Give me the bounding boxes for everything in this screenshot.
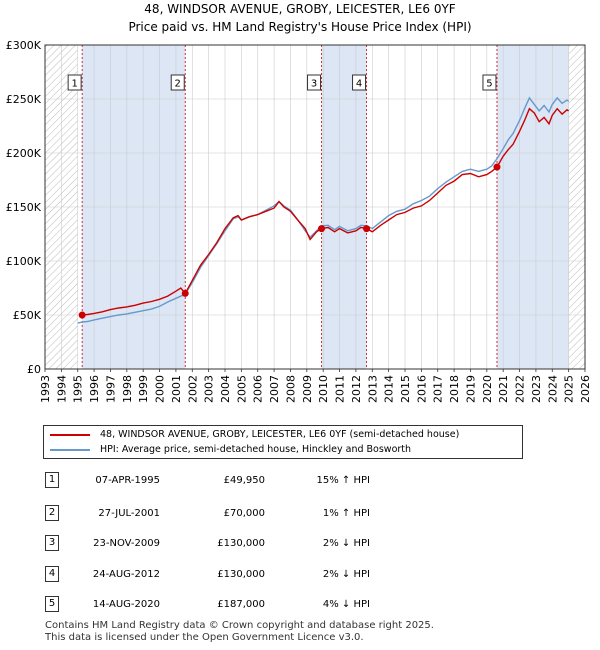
x-tick-label: 2016 <box>415 375 428 403</box>
x-tick-label: 2018 <box>448 375 461 403</box>
sale-number-box <box>170 74 185 91</box>
sale-point <box>363 225 371 233</box>
transaction-price: £70,000 <box>223 508 265 519</box>
sale-number-label: 2 <box>175 79 181 90</box>
x-tick-label: 2000 <box>154 375 167 403</box>
transaction-price: £187,000 <box>217 599 265 610</box>
transaction-hpi-diff: 1% ↑ HPI <box>322 508 370 519</box>
x-tick-label: 2023 <box>530 375 543 403</box>
x-tick-label: 2010 <box>317 375 330 403</box>
sale-point <box>78 311 86 319</box>
x-tick-label: 2026 <box>579 375 592 403</box>
transaction-date: 23-NOV-2009 <box>93 538 160 549</box>
x-tick-label: 2005 <box>235 375 248 403</box>
sale-number-box <box>307 74 322 91</box>
x-tick-label: 2019 <box>464 375 477 403</box>
property-series-line <box>82 107 569 316</box>
transaction-marker: 1 <box>45 472 59 488</box>
x-tick-label: 2013 <box>366 375 379 403</box>
transaction-row: 4 24-AUG-2012 £130,000 2% ↓ HPI <box>0 566 600 586</box>
legend-item-property: 48, WINDSOR AVENUE, GROBY, LEICESTER, LE… <box>50 428 459 442</box>
transaction-row: 3 23-NOV-2009 £130,000 2% ↓ HPI <box>0 535 600 555</box>
y-tick-label: £150K <box>6 201 42 214</box>
x-tick-label: 2003 <box>203 375 216 403</box>
transaction-row: 2 27-JUL-2001 £70,000 1% ↑ HPI <box>0 505 600 525</box>
y-tick-label: £0 <box>27 363 41 376</box>
x-tick-label: 1999 <box>137 375 150 403</box>
x-tick-label: 2025 <box>563 375 576 403</box>
transaction-marker: 4 <box>45 566 59 582</box>
sale-number-label: 4 <box>356 79 362 90</box>
x-tick-label: 2021 <box>497 375 510 403</box>
transaction-date: 27-JUL-2001 <box>98 508 160 519</box>
transaction-price: £130,000 <box>217 569 265 580</box>
x-tick-label: 2022 <box>514 375 527 403</box>
x-tick-label: 2017 <box>432 375 445 403</box>
transaction-hpi-diff: 2% ↓ HPI <box>322 569 370 580</box>
footer-copyright: Contains HM Land Registry data © Crown c… <box>45 620 434 631</box>
x-tick-label: 1996 <box>88 375 101 403</box>
legend-swatch-property <box>50 433 90 436</box>
sale-number-label: 3 <box>311 79 317 90</box>
transaction-hpi-diff: 15% ↑ HPI <box>316 475 370 486</box>
x-tick-label: 2015 <box>399 375 412 403</box>
x-tick-label: 2011 <box>334 375 347 403</box>
sale-point <box>181 289 189 297</box>
y-tick-label: £300K <box>6 39 42 52</box>
legend-swatch-hpi <box>50 448 90 451</box>
legend-label-property: 48, WINDSOR AVENUE, GROBY, LEICESTER, LE… <box>100 429 460 440</box>
x-tick-label: 2009 <box>301 375 314 403</box>
x-tick-label: 2008 <box>284 375 297 403</box>
legend-item-hpi: HPI: Average price, semi-detached house,… <box>50 443 411 457</box>
sale-number-label: 5 <box>486 79 492 90</box>
sale-point <box>318 225 326 233</box>
x-tick-label: 1994 <box>55 375 68 403</box>
transaction-price: £130,000 <box>217 538 265 549</box>
legend-label-hpi: HPI: Average price, semi-detached house,… <box>100 444 412 455</box>
sale-number-label: 1 <box>71 79 77 90</box>
transaction-row: 5 14-AUG-2020 £187,000 4% ↓ HPI <box>0 596 600 616</box>
x-tick-label: 2012 <box>350 375 363 403</box>
transaction-date: 24-AUG-2012 <box>92 569 160 580</box>
transaction-price: £49,950 <box>223 475 265 486</box>
plot-border <box>44 44 586 370</box>
transaction-hpi-diff: 4% ↓ HPI <box>322 599 370 610</box>
chart-title: 48, WINDSOR AVENUE, GROBY, LEICESTER, LE… <box>144 2 456 16</box>
sale-number-box <box>482 74 497 91</box>
transaction-marker: 5 <box>45 596 59 612</box>
chart-subtitle: Price paid vs. HM Land Registry's House … <box>128 20 472 34</box>
price-chart: 1 2 3 4 5 £0 £50K £100K £150K £200K £250K £300K 1993… <box>6 39 592 403</box>
transaction-marker: 3 <box>45 535 59 551</box>
x-tick-label: 2014 <box>383 375 396 403</box>
x-tick-label: 2002 <box>186 375 199 403</box>
y-tick-label: £100K <box>6 255 42 268</box>
x-tick-label: 2007 <box>268 375 281 403</box>
transaction-marker: 2 <box>45 505 59 521</box>
x-tick-label: 2006 <box>252 375 265 403</box>
sale-number-box <box>352 74 367 91</box>
sale-point <box>493 163 501 171</box>
x-tick-label: 1995 <box>72 375 85 403</box>
footer-licence: This data is licensed under the Open Gov… <box>45 632 364 643</box>
x-tick-label: 2001 <box>170 375 183 403</box>
x-tick-label: 2024 <box>546 375 559 403</box>
x-tick-label: 1993 <box>39 375 52 403</box>
y-tick-label: £250K <box>6 93 42 106</box>
hpi-series-line <box>77 96 569 324</box>
x-tick-label: 2004 <box>219 375 232 403</box>
y-tick-label: £200K <box>6 147 42 160</box>
sale-number-box <box>67 74 82 91</box>
x-tick-label: 1998 <box>121 375 134 403</box>
transaction-hpi-diff: 2% ↓ HPI <box>322 538 370 549</box>
y-tick-label: £50K <box>13 309 42 322</box>
transaction-date: 07-APR-1995 <box>95 475 160 486</box>
legend: 48, WINDSOR AVENUE, GROBY, LEICESTER, LE… <box>43 425 523 459</box>
transaction-date: 14-AUG-2020 <box>92 599 160 610</box>
x-tick-label: 2020 <box>481 375 494 403</box>
x-tick-label: 1997 <box>104 375 117 403</box>
transaction-row: 1 07-APR-1995 £49,950 15% ↑ HPI <box>0 472 600 492</box>
